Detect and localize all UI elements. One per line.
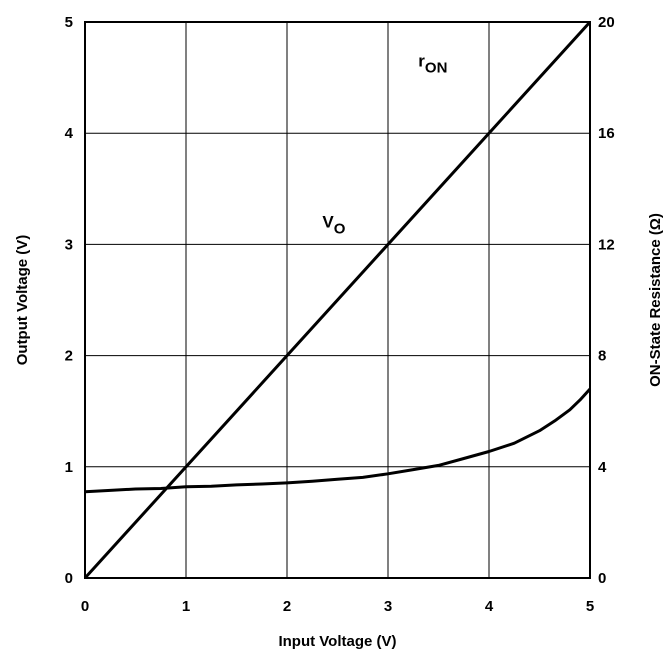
y2-tick-label: 0 (598, 570, 606, 587)
y-tick-label: 0 (65, 570, 73, 587)
series-label-vo: VO (322, 213, 345, 238)
x-tick-label: 0 (81, 598, 89, 615)
y2-tick-label: 4 (598, 459, 607, 476)
y-tick-label: 4 (65, 125, 74, 142)
y-tick-label: 1 (65, 459, 73, 476)
x-tick-label: 1 (182, 598, 190, 615)
y-axis-title: Output Voltage (V) (14, 235, 31, 366)
plot-frame (84, 21, 591, 579)
y-tick-labels: 0 1 2 3 4 5 (65, 14, 74, 587)
x-tick-label: 2 (283, 598, 291, 615)
x-axis-title: Input Voltage (V) (278, 633, 396, 650)
series-line-ron (84, 387, 592, 494)
y2-tick-label: 16 (598, 125, 615, 142)
y-tick-label: 5 (65, 14, 73, 31)
y2-tick-labels: 0 4 8 12 16 20 (598, 14, 615, 587)
y2-axis-title: ON-State Resistance (Ω) (647, 213, 664, 387)
series-label-ron: rON (418, 51, 447, 76)
x-tick-labels: 0 1 2 3 4 5 (81, 598, 594, 615)
x-tick-label: 4 (485, 598, 494, 615)
series-layer (83, 20, 592, 580)
y-tick-label: 3 (65, 236, 73, 253)
series-labels: VO rON (322, 51, 447, 237)
x-tick-label: 5 (586, 598, 594, 615)
y2-tick-label: 20 (598, 14, 615, 31)
y-tick-label: 2 (65, 348, 73, 365)
series-line-vo (83, 20, 592, 580)
y2-tick-label: 12 (598, 236, 615, 253)
x-tick-label: 3 (384, 598, 392, 615)
y2-tick-label: 8 (598, 348, 606, 365)
